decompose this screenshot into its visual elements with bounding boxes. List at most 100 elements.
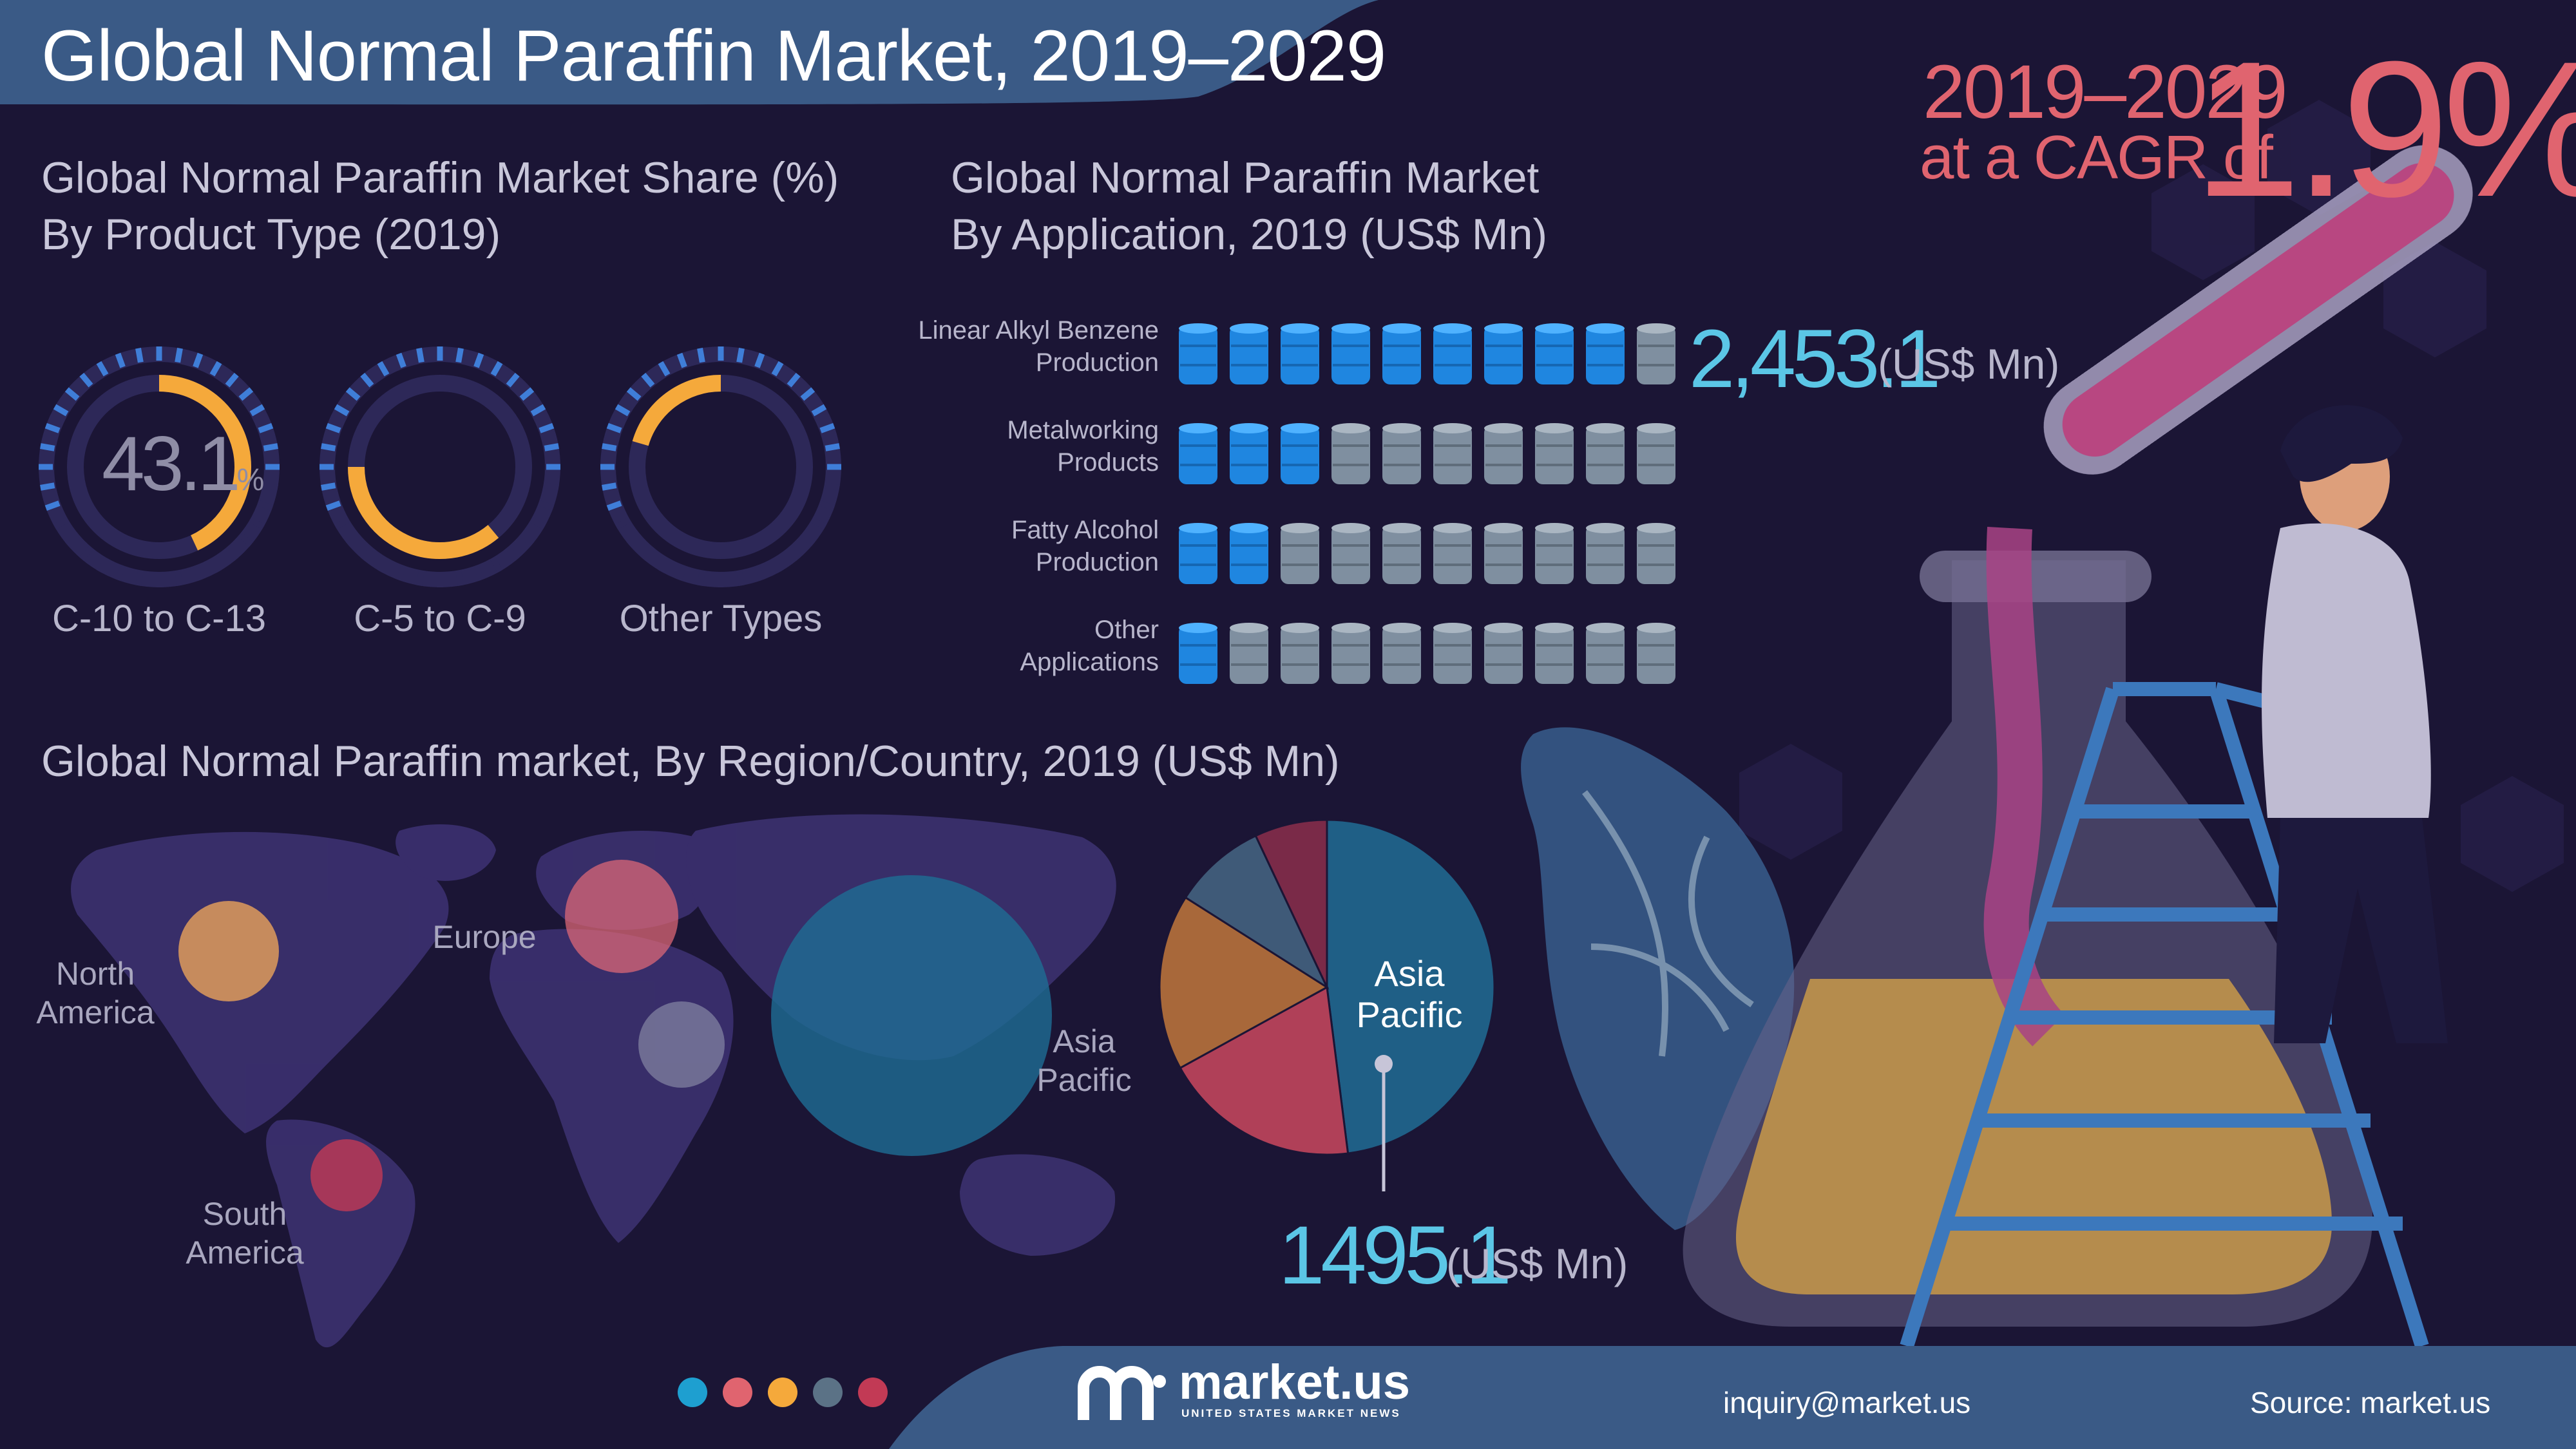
page-title: Global Normal Paraffin Market, 2019–2029	[41, 15, 1386, 96]
barrel-filled	[1586, 325, 1625, 384]
barrel-lid	[1331, 623, 1370, 633]
barrel-lid	[1433, 523, 1472, 533]
map-label-line: Asia	[1053, 1023, 1116, 1059]
barrel-lid	[1637, 423, 1675, 433]
map-bubble-south-america	[310, 1139, 383, 1211]
region-section-title: Global Normal Paraffin market, By Region…	[41, 737, 1340, 786]
donut-tick-mark	[64, 533, 80, 547]
donut-tick-mark	[135, 348, 144, 363]
pie-slice	[1179, 985, 1350, 1156]
barrel-lid	[1586, 423, 1625, 433]
donut-tick-mark	[249, 517, 265, 530]
donut-tick-mark	[249, 404, 265, 417]
donut-tick-mark	[135, 571, 144, 586]
donut-tick-mark	[225, 546, 239, 562]
flask-liquid	[1735, 979, 2332, 1294]
cagr-prefix: at a CAGR of	[1920, 123, 2273, 192]
barrel-empty	[1637, 625, 1675, 684]
barrel-filled	[1230, 325, 1268, 384]
pie-callout-dot	[1375, 1055, 1393, 1073]
contact-email[interactable]: inquiry@market.us	[1723, 1386, 1971, 1419]
donut-tick-mark	[345, 533, 361, 547]
donut-tick-mark	[209, 557, 222, 573]
donut-label-c10-c13: C-10 to C-13	[52, 598, 267, 639]
barrel-lid	[1230, 623, 1268, 633]
donut-tick-mark	[787, 372, 801, 388]
donut-tick-mark	[754, 565, 765, 582]
barrel-lid	[1637, 523, 1675, 533]
footer-dot	[813, 1378, 843, 1407]
barrel-empty	[1484, 525, 1523, 584]
donut-tick-mark	[519, 387, 535, 401]
barrel-lid	[1382, 323, 1421, 334]
barrel-lid	[1331, 323, 1370, 334]
plant-stems	[1582, 790, 1754, 1057]
barrel-lid	[1230, 423, 1268, 433]
barrel-empty	[1484, 625, 1523, 684]
barrel-lid	[1179, 523, 1217, 533]
barrel-lid	[1484, 323, 1523, 334]
donut-tick-mark	[115, 565, 126, 582]
barrel-empty	[1586, 525, 1625, 584]
logo-tagline: UNITED STATES MARKET NEWS	[1181, 1407, 1401, 1419]
donut-value-arc	[632, 375, 721, 446]
pie-slice	[1158, 896, 1329, 1070]
donut-tick-mark	[615, 404, 631, 417]
donut-tick-mark	[225, 372, 239, 388]
donut-tick-mark	[209, 361, 222, 377]
donut-tick-mark	[519, 533, 535, 547]
logo-name[interactable]: market.us	[1179, 1355, 1411, 1410]
map-bubble-asia-pacific	[771, 875, 1052, 1156]
barrel-empty	[1230, 625, 1268, 684]
app-label-line: Fatty Alcohol	[1011, 516, 1159, 544]
donut-label-c5-c9: C-5 to C-9	[354, 598, 526, 639]
donut-tick-mark	[175, 348, 183, 363]
donut-tick-mark	[506, 372, 520, 388]
market-us-logo-icon[interactable]	[1077, 1362, 1167, 1426]
app-label-line: Applications	[1020, 648, 1159, 676]
hexagon-pattern	[1739, 100, 2564, 892]
donut-tick-mark	[193, 352, 204, 368]
donut-tick-mark	[345, 387, 361, 401]
application-highlight-value: 2,453.1	[1689, 313, 1941, 405]
donut-tick-mark	[697, 348, 705, 363]
donut-tick-mark	[754, 352, 765, 368]
barrel-lid	[1586, 523, 1625, 533]
barrel-empty	[1331, 525, 1370, 584]
product-section-title-line2: By Product Type (2019)	[41, 210, 501, 259]
donut-tick-mark	[736, 348, 745, 363]
map-australia	[960, 1154, 1116, 1256]
barrel-lid	[1179, 323, 1217, 334]
donut-center-value: 43.1%	[102, 422, 264, 522]
barrel-lid	[1637, 623, 1675, 633]
donut-tick-mark	[602, 482, 617, 491]
barrel-lid	[1433, 423, 1472, 433]
donut-tick-mark	[96, 557, 109, 573]
barrel-empty	[1586, 625, 1625, 684]
barrel-lid	[1382, 523, 1421, 533]
donut-tick-mark	[53, 404, 69, 417]
barrel-lid	[1433, 623, 1472, 633]
barrel-lid	[1484, 623, 1523, 633]
barrel-lid	[1179, 623, 1217, 633]
pie-slice	[1326, 819, 1496, 1155]
barrel-filled	[1179, 325, 1217, 384]
donut-tick-mark	[238, 387, 254, 401]
app-label-other-applications: Other Applications	[1020, 614, 1159, 678]
donut-tick-mark	[736, 571, 745, 586]
app-label-fatty-alcohol: Fatty Alcohol Production	[1011, 514, 1159, 578]
donut-tick-mark	[825, 443, 840, 451]
source-text: Source: market.us	[2250, 1386, 2491, 1419]
footer-band	[889, 1346, 2576, 1449]
donut-tick-mark	[506, 546, 520, 562]
barrel-lid	[1281, 623, 1319, 633]
barrel-lid	[1586, 323, 1625, 334]
map-bubble-middle-east	[638, 1001, 725, 1088]
scientist-hair	[2280, 405, 2403, 482]
donut-tick-mark	[79, 372, 93, 388]
application-section-title-line1: Global Normal Paraffin Market	[951, 153, 1540, 202]
scientist-legs	[2274, 818, 2448, 1043]
barrel-empty	[1382, 625, 1421, 684]
